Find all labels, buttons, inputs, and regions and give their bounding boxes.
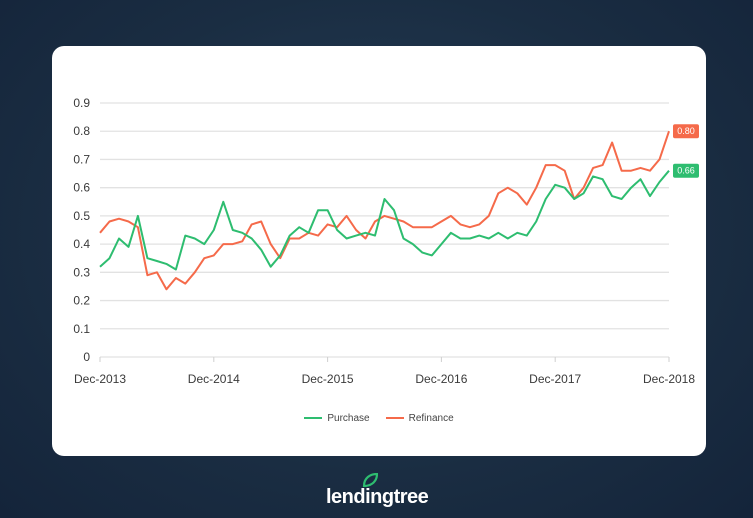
leaf-icon (362, 473, 378, 487)
y-tick-label: 0.3 (73, 265, 90, 279)
x-tick-label: Dec-2013 (74, 372, 126, 386)
line-chart: 0 0.1 0.2 0.3 0.4 0.5 0.6 0.7 0.8 0.9 Dec-2013 Dec-… (73, 96, 699, 386)
x-tick-label: Dec-2017 (529, 372, 581, 386)
end-value-label: 0.66 (677, 166, 695, 176)
legend-swatch (304, 417, 323, 420)
legend-item-purchase[interactable]: Purchase (304, 413, 370, 424)
legend-label: Refinance (408, 413, 454, 424)
y-tick-label: 0.1 (73, 322, 90, 336)
y-tick-label: 0.2 (73, 294, 90, 308)
x-tick-label: Dec-2018 (643, 372, 695, 386)
series-line-refinance (99, 130, 670, 291)
end-value-badge (673, 163, 699, 178)
logo-text: lendingtree (326, 486, 429, 508)
x-tick-label: Dec-2014 (188, 372, 240, 386)
series-line-purchase (99, 170, 670, 271)
lendingtree-logo: lendingtree (326, 473, 429, 509)
chart-card: 0 0.1 0.2 0.3 0.4 0.5 0.6 0.7 0.8 0.9 Dec-2013 Dec-… (52, 46, 706, 456)
y-tick-label: 0.9 (73, 96, 90, 110)
y-tick-label: 0.7 (73, 152, 90, 166)
end-value-badge (673, 124, 699, 139)
legend: Purchase Refinance (52, 413, 706, 424)
x-tick-label: Dec-2015 (302, 372, 354, 386)
y-tick-label: 0 (83, 350, 90, 364)
y-tick-label: 0.5 (73, 209, 90, 223)
legend-label: Purchase (327, 413, 370, 424)
y-tick-label: 0.6 (73, 181, 90, 195)
legend-item-refinance[interactable]: Refinance (385, 413, 454, 424)
y-tick-label: 0.8 (73, 124, 90, 138)
legend-swatch (385, 417, 404, 420)
y-tick-label: 0.4 (73, 237, 90, 251)
end-value-label: 0.80 (677, 126, 695, 136)
x-tick-label: Dec-2016 (415, 372, 467, 386)
